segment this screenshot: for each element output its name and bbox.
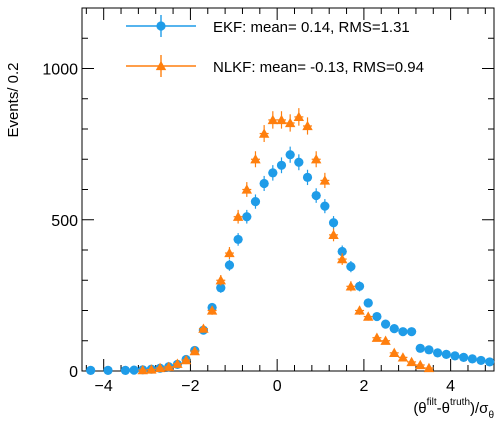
data-point <box>242 212 252 222</box>
data-point <box>424 345 434 355</box>
data-point <box>389 347 400 358</box>
data-point <box>389 324 399 334</box>
data-point <box>276 114 287 125</box>
data-point <box>172 358 183 368</box>
y-axis-title: Events/ 0.2 <box>5 62 22 137</box>
data-point <box>129 365 139 375</box>
data-point <box>224 247 235 258</box>
data-point <box>163 361 174 371</box>
data-point <box>215 275 226 285</box>
data-point <box>345 281 357 291</box>
data-point <box>398 327 408 337</box>
data-point <box>232 211 244 221</box>
data-point <box>380 319 391 329</box>
legend-marker <box>156 21 166 31</box>
legend: EKF: mean= 0.14, RMS=1.31 NLKF: mean= -0.… <box>126 15 424 77</box>
y-tick-label: 0 <box>69 364 78 381</box>
data-point <box>320 201 330 211</box>
data-point <box>363 298 373 308</box>
data-point <box>397 352 409 362</box>
data-point <box>268 168 278 178</box>
data-point <box>319 175 331 185</box>
series-nlkf <box>137 108 435 375</box>
data-point <box>233 234 243 245</box>
data-point <box>250 197 261 207</box>
y-tick-label: 500 <box>51 213 78 230</box>
data-point <box>380 335 391 345</box>
data-point <box>423 362 435 373</box>
series-ekf <box>86 146 495 375</box>
data-point <box>371 332 383 342</box>
data-point <box>198 323 209 333</box>
data-point <box>284 117 296 128</box>
data-point <box>354 305 365 315</box>
x-tick-label: 4 <box>446 378 455 395</box>
data-point <box>86 365 96 375</box>
data-point <box>120 365 130 375</box>
data-point <box>103 365 113 375</box>
data-point <box>259 178 269 189</box>
data-point <box>406 356 417 367</box>
data-point <box>224 260 235 270</box>
data-point <box>450 351 460 361</box>
data-point <box>363 311 374 321</box>
data-point <box>346 262 356 272</box>
legend-marker <box>155 60 167 71</box>
data-point <box>180 354 192 365</box>
data-point <box>146 364 157 374</box>
data-point <box>310 154 322 164</box>
x-tick-label: −4 <box>95 378 113 395</box>
data-point <box>407 327 417 337</box>
data-point <box>415 343 425 353</box>
data-point <box>241 184 252 194</box>
data-point <box>302 120 313 131</box>
data-point <box>354 281 365 291</box>
data-point <box>372 311 382 322</box>
data-point <box>328 218 339 228</box>
x-tick-label: 0 <box>273 378 282 395</box>
data-point <box>293 111 305 122</box>
data-point <box>485 357 495 367</box>
data-point <box>328 229 339 240</box>
data-point <box>250 154 261 164</box>
axis-ticks <box>82 7 494 372</box>
data-point <box>294 157 304 167</box>
data-point <box>441 349 451 359</box>
data-point <box>206 305 218 315</box>
data-point <box>476 355 486 366</box>
data-point <box>415 359 426 370</box>
data-point <box>276 160 287 170</box>
data-point <box>433 348 443 358</box>
x-tick-label: −2 <box>181 378 199 395</box>
data-point <box>459 352 469 362</box>
legend-label: NLKF: mean= -0.13, RMS=0.94 <box>213 59 424 76</box>
data-point <box>337 253 348 264</box>
data-point <box>258 128 270 138</box>
data-point <box>285 150 295 160</box>
data-point <box>216 283 226 293</box>
data-point <box>189 345 200 356</box>
series-layer <box>86 108 495 375</box>
x-tick-label: 2 <box>359 378 368 395</box>
axis-tick-labels: −4 −2 0 2 4 0 500 1000 <box>42 62 455 396</box>
x-axis-title: (θfilt-θtruth)/σθ <box>413 397 494 421</box>
y-tick-label: 1000 <box>42 62 78 79</box>
data-point <box>467 354 477 364</box>
data-point <box>267 114 279 125</box>
data-point <box>311 190 321 201</box>
data-point <box>302 172 313 182</box>
data-point <box>154 362 166 373</box>
legend-label: EKF: mean= 0.14, RMS=1.31 <box>213 19 410 36</box>
data-point <box>337 246 347 257</box>
data-point <box>137 364 148 375</box>
